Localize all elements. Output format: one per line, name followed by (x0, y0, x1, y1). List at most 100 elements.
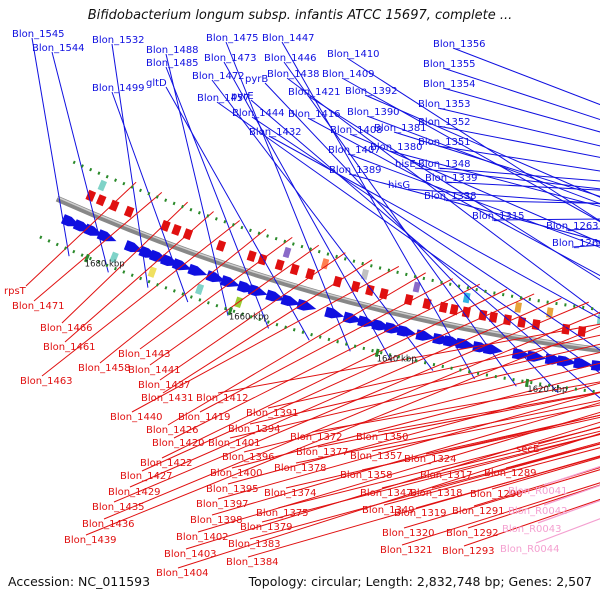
reverse-gene-label[interactable]: Blon_1395 (206, 484, 259, 495)
forward-gene-label[interactable]: Blon_1544 (32, 43, 85, 54)
rna-gene-label[interactable]: Blon_R0042 (508, 506, 568, 517)
reverse-gene-label[interactable]: Blon_1458 (78, 363, 131, 374)
reverse-gene-label[interactable]: Blon_1384 (226, 557, 279, 568)
forward-gene-label[interactable]: Blon_1381 (374, 123, 427, 134)
reverse-gene-label[interactable]: Blon_1420 (152, 438, 205, 449)
forward-gene-label[interactable]: Blon_1444 (232, 108, 285, 119)
forward-gene-label[interactable]: Blon_1353 (418, 99, 471, 110)
reverse-gene-label[interactable]: Blon_1436 (82, 519, 135, 530)
forward-gene-label[interactable]: pyrB (245, 74, 268, 85)
forward-gene-label[interactable]: Blon_1264 (552, 238, 600, 249)
reverse-gene-label[interactable]: Blon_1463 (20, 376, 73, 387)
reverse-gene-label[interactable]: Blon_1378 (274, 463, 327, 474)
reverse-gene-label[interactable]: Blon_1439 (64, 535, 117, 546)
reverse-gene-label[interactable]: Blon_1431 (141, 393, 194, 404)
reverse-gene-label[interactable]: Blon_1403 (164, 549, 217, 560)
reverse-gene-label[interactable]: Blon_1400 (210, 468, 263, 479)
forward-gene-label[interactable]: Blon_1432 (249, 127, 302, 138)
reverse-gene-label[interactable]: Blon_1437 (138, 380, 191, 391)
forward-gene-label[interactable]: Blon_1499 (92, 83, 145, 94)
reverse-gene-label[interactable]: Blon_1291 (452, 506, 505, 517)
forward-gene-label[interactable]: Blon_1354 (423, 79, 476, 90)
reverse-gene-label[interactable]: Blon_1350 (356, 432, 409, 443)
reverse-gene-label[interactable]: Blon_1398 (190, 515, 243, 526)
reverse-gene-label[interactable]: Blon_1374 (264, 488, 317, 499)
rna-gene-label[interactable]: Blon_R0043 (502, 524, 562, 535)
forward-gene-label[interactable]: Blon_1457 (197, 93, 250, 104)
reverse-gene-label[interactable]: Blon_1349 (362, 505, 415, 516)
reverse-gene-label[interactable]: rpsT (4, 286, 27, 297)
forward-gene-label[interactable]: Blon_1407 (328, 145, 381, 156)
reverse-gene-label[interactable]: Blon_1435 (92, 502, 145, 513)
forward-gene-label[interactable]: Blon_1263 (546, 221, 599, 232)
reverse-gene-label[interactable]: Blon_1426 (146, 425, 199, 436)
forward-gene-label[interactable]: Blon_1545 (12, 29, 65, 40)
reverse-gene-label[interactable]: Blon_1319 (394, 508, 447, 519)
reverse-gene-label[interactable]: Blon_1422 (140, 458, 193, 469)
forward-gene-label[interactable]: pyrE (231, 91, 254, 102)
reverse-gene-label[interactable]: Blon_1358 (340, 470, 393, 481)
forward-gene-label[interactable]: Blon_1416 (288, 109, 341, 120)
forward-gene-label[interactable]: Blon_1485 (146, 58, 199, 69)
reverse-gene-label[interactable]: Blon_1383 (228, 539, 281, 550)
forward-gene-label[interactable]: Blon_1380 (370, 142, 423, 153)
reverse-gene-label[interactable]: Blon_1404 (156, 568, 209, 579)
forward-gene-label[interactable]: Blon_1348 (418, 159, 471, 170)
reverse-gene-label[interactable]: Blon_1347 (360, 488, 413, 499)
reverse-gene-label[interactable]: Blon_1375 (256, 508, 309, 519)
reverse-gene-label[interactable]: Blon_1394 (228, 424, 281, 435)
reverse-gene-label[interactable]: Blon_1471 (12, 301, 65, 312)
reverse-gene-label[interactable]: Blon_1412 (196, 393, 249, 404)
forward-gene-label[interactable]: Blon_1389 (329, 165, 382, 176)
reverse-gene-label[interactable]: Blon_1357 (350, 451, 403, 462)
forward-gene-label[interactable]: hisE (395, 159, 416, 170)
forward-gene-label[interactable]: Blon_1410 (327, 49, 380, 60)
reverse-gene-label[interactable]: Blon_1290 (470, 489, 523, 500)
reverse-gene-label[interactable]: Blon_1324 (404, 454, 457, 465)
reverse-gene-label[interactable]: Blon_1379 (240, 522, 293, 533)
rna-gene-label[interactable]: Blon_R0044 (500, 544, 560, 555)
forward-gene-label[interactable]: Blon_1472 (192, 71, 245, 82)
forward-gene-label[interactable]: Blon_1356 (433, 39, 486, 50)
forward-gene-label[interactable]: Blon_1390 (347, 107, 400, 118)
reverse-gene-label[interactable]: Blon_1397 (196, 499, 249, 510)
reverse-gene-label[interactable]: Blon_1372 (290, 432, 343, 443)
reverse-gene-label[interactable]: Blon_1320 (382, 528, 435, 539)
forward-gene-label[interactable]: Blon_1339 (425, 173, 478, 184)
forward-gene-label[interactable]: Blon_1473 (204, 53, 257, 64)
reverse-gene-label[interactable]: Blon_1419 (178, 412, 231, 423)
forward-gene-label[interactable]: Blon_1532 (92, 35, 145, 46)
reverse-gene-label[interactable]: Blon_1391 (246, 408, 299, 419)
forward-gene-label[interactable]: Blon_1421 (288, 87, 341, 98)
forward-gene-label[interactable]: gltD (146, 78, 167, 89)
forward-gene-label[interactable]: Blon_1488 (146, 45, 199, 56)
forward-gene-label[interactable]: Blon_1315 (472, 211, 525, 222)
reverse-gene-label[interactable]: Blon_1402 (176, 532, 229, 543)
reverse-gene-label[interactable]: Blon_1466 (40, 323, 93, 334)
forward-gene-label[interactable]: Blon_1447 (262, 33, 315, 44)
reverse-gene-label[interactable]: Blon_1443 (118, 349, 171, 360)
reverse-gene-label[interactable]: Blon_1461 (43, 342, 96, 353)
forward-gene-label[interactable]: Blon_1446 (264, 53, 317, 64)
reverse-gene-label[interactable]: secE (516, 444, 539, 455)
reverse-gene-label[interactable]: Blon_1293 (442, 546, 495, 557)
reverse-gene-label[interactable]: Blon_1318 (410, 488, 463, 499)
reverse-gene-label[interactable]: Blon_1317 (420, 470, 473, 481)
reverse-gene-label[interactable]: Blon_1441 (128, 365, 181, 376)
reverse-gene-label[interactable]: Blon_1396 (222, 452, 275, 463)
reverse-gene-label[interactable]: Blon_1321 (380, 545, 433, 556)
reverse-gene-label[interactable]: Blon_1401 (208, 438, 261, 449)
forward-gene-label[interactable]: Blon_1351 (418, 137, 471, 148)
forward-gene-label[interactable]: Blon_1338 (424, 191, 477, 202)
reverse-gene-label[interactable]: Blon_1440 (110, 412, 163, 423)
forward-gene-label[interactable]: Blon_1409 (322, 69, 375, 80)
reverse-gene-label[interactable]: Blon_1292 (446, 528, 499, 539)
forward-gene-label[interactable]: Blon_1475 (206, 33, 259, 44)
forward-gene-label[interactable]: Blon_1408 (330, 125, 383, 136)
rna-gene-label[interactable]: Blon_R0041 (508, 486, 568, 497)
forward-gene-label[interactable]: Blon_1392 (345, 86, 398, 97)
reverse-gene-label[interactable]: Blon_1429 (108, 487, 161, 498)
forward-gene-label[interactable]: Blon_1355 (423, 59, 476, 70)
forward-gene-label[interactable]: hisG (388, 180, 410, 191)
reverse-gene-label[interactable]: Blon_1289 (484, 468, 537, 479)
